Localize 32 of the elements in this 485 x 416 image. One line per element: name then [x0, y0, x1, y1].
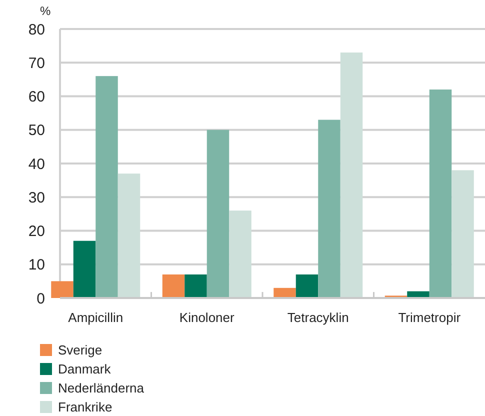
- x-tick-label: Trimetropir: [398, 310, 462, 325]
- y-tick-label: 40: [28, 156, 45, 173]
- legend-label: Frankrike: [58, 400, 112, 415]
- bar: [296, 274, 318, 298]
- y-tick-label: 80: [28, 21, 45, 38]
- y-tick-label: 50: [28, 122, 45, 140]
- bar: [274, 288, 296, 298]
- y-tick-label: 0: [36, 290, 45, 308]
- x-tick-label: Kinoloner: [179, 310, 236, 325]
- bar: [118, 174, 140, 298]
- y-tick-label: 70: [28, 54, 45, 72]
- bar: [96, 76, 118, 298]
- bar: [51, 281, 74, 298]
- bar: [340, 52, 363, 298]
- bar: [229, 210, 252, 298]
- bar: [206, 130, 230, 298]
- y-tick-label: 60: [28, 88, 45, 106]
- x-tick-label: Tetracyklin: [287, 310, 349, 325]
- bar: [184, 274, 207, 298]
- y-tick-label: 30: [28, 189, 45, 206]
- y-tick-label: 20: [28, 223, 45, 240]
- bar: [429, 90, 452, 298]
- legend-label: Danmark: [58, 362, 112, 377]
- bar: [73, 240, 96, 298]
- y-axis-title: %: [40, 4, 51, 18]
- bar: [452, 170, 474, 298]
- y-tick-label: 10: [28, 256, 45, 274]
- bar: [162, 274, 185, 298]
- x-tick-label: Ampicillin: [68, 310, 124, 325]
- legend-label: Nederländerna: [58, 380, 145, 396]
- legend-label: Sverige: [58, 342, 102, 358]
- bar: [318, 120, 340, 298]
